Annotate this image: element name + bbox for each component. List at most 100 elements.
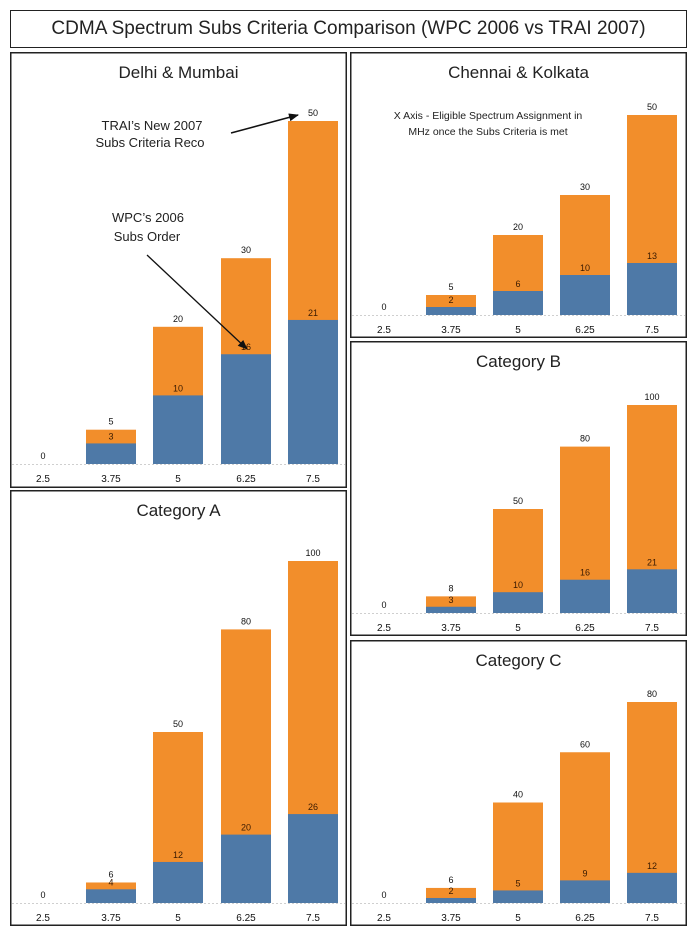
bar-wpc-2006 [627,872,677,903]
data-label-wpc: 10 [173,383,183,393]
x-tick-label: 6.25 [236,913,256,924]
annotation-wpc-line-2: Subs Order [114,229,181,244]
bar-trai-2007 [560,752,610,903]
data-label-trai: 80 [580,434,590,444]
bar-wpc-2006 [493,890,543,903]
panel-title-category-b: Category B [476,352,561,371]
bar-wpc-2006 [627,569,677,613]
bar-wpc-2006 [153,861,203,903]
data-label-trai: 6 [448,875,453,885]
data-label-wpc: 21 [647,557,657,567]
data-label-wpc: 3 [108,431,113,441]
x-tick-label: 5 [515,623,521,634]
x-tick-label: 5 [175,913,181,924]
bar-wpc-2006 [560,579,610,613]
annotation-xaxis-line-1: X Axis - Eligible Spectrum Assignment in [394,110,583,122]
data-label-trai: 40 [513,790,523,800]
data-label-wpc: 4 [108,877,113,887]
x-tick-label: 6.25 [575,913,595,924]
data-label-wpc: 2 [448,295,453,305]
bar-wpc-2006 [627,263,677,315]
x-tick-label: 6.25 [575,623,595,634]
x-tick-label: 5 [515,913,521,924]
bar-wpc-2006 [221,834,271,903]
data-label-wpc: 5 [515,878,520,888]
x-tick-label: 7.5 [306,913,320,924]
data-label-trai: 0 [40,890,45,900]
data-label-trai: 5 [108,417,113,427]
bar-wpc-2006 [426,307,476,315]
data-label-wpc: 21 [308,308,318,318]
x-tick-label: 3.75 [441,623,461,634]
panel-title-category-c: Category C [476,651,562,670]
bar-trai-2007 [493,802,543,903]
panel-title-category-a: Category A [136,501,221,520]
data-label-trai: 50 [173,719,183,729]
x-tick-label: 5 [175,474,181,485]
data-label-trai: 0 [381,890,386,900]
bar-wpc-2006 [86,889,136,903]
data-label-trai: 80 [241,616,251,626]
x-tick-label: 6.25 [575,325,595,336]
bar-wpc-2006 [560,880,610,903]
annotation-trai-arrow [230,113,299,134]
bar-wpc-2006 [153,395,203,464]
title-frame: CDMA Spectrum Subs Criteria Comparison (… [10,10,687,48]
x-tick-label: 7.5 [645,913,659,924]
data-label-trai: 100 [305,548,320,558]
x-tick-label: 2.5 [36,474,50,485]
x-tick-label: 2.5 [377,623,391,634]
bar-wpc-2006 [426,606,476,613]
annotation-wpc-arrow [146,254,248,350]
bar-wpc-2006 [493,291,543,315]
data-label-trai: 100 [644,392,659,402]
data-label-trai: 5 [448,282,453,292]
x-tick-label: 3.75 [441,913,461,924]
data-label-wpc: 13 [647,251,657,261]
data-label-wpc: 2 [448,886,453,896]
data-label-wpc: 12 [173,850,183,860]
page-title: CDMA Spectrum Subs Criteria Comparison (… [51,18,646,39]
bar-wpc-2006 [86,443,136,464]
data-label-trai: 8 [448,583,453,593]
x-tick-label: 7.5 [306,474,320,485]
bar-wpc-2006 [560,275,610,315]
data-label-trai: 50 [308,108,318,118]
data-label-wpc: 20 [241,823,251,833]
annotation-xaxis-line-2: MHz once the Subs Criteria is met [408,126,567,138]
data-label-trai: 30 [241,245,251,255]
x-tick-label: 2.5 [36,913,50,924]
bar-wpc-2006 [426,897,476,903]
data-label-wpc: 26 [308,802,318,812]
data-label-trai: 80 [647,689,657,699]
data-label-trai: 0 [381,302,386,312]
annotation-trai-line-2: Subs Criteria Reco [95,135,204,150]
bar-wpc-2006 [493,592,543,613]
data-label-trai: 20 [173,314,183,324]
data-label-wpc: 10 [580,263,590,273]
data-label-trai: 0 [381,600,386,610]
data-label-trai: 20 [513,222,523,232]
annotation-trai-line-1: TRAI’s New 2007 [102,118,203,133]
panel-title-chennai-and-kolkata: Chennai & Kolkata [448,63,589,82]
data-label-trai: 0 [40,451,45,461]
data-label-wpc: 12 [647,861,657,871]
data-label-trai: 50 [513,496,523,506]
x-tick-label: 3.75 [101,913,121,924]
bar-wpc-2006 [288,814,338,903]
panel-title-delhi-and-mumbai: Delhi & Mumbai [119,63,239,82]
x-tick-label: 3.75 [441,325,461,336]
data-label-wpc: 6 [515,279,520,289]
data-label-wpc: 10 [513,580,523,590]
data-label-wpc: 3 [448,595,453,605]
x-tick-label: 2.5 [377,325,391,336]
data-label-wpc: 16 [580,568,590,578]
data-label-wpc: 9 [582,868,587,878]
x-tick-label: 7.5 [645,623,659,634]
data-label-trai: 50 [647,102,657,112]
annotation-wpc-line-1: WPC’s 2006 [112,210,184,225]
x-tick-label: 5 [515,325,521,336]
bar-wpc-2006 [288,319,338,464]
data-label-trai: 30 [580,182,590,192]
